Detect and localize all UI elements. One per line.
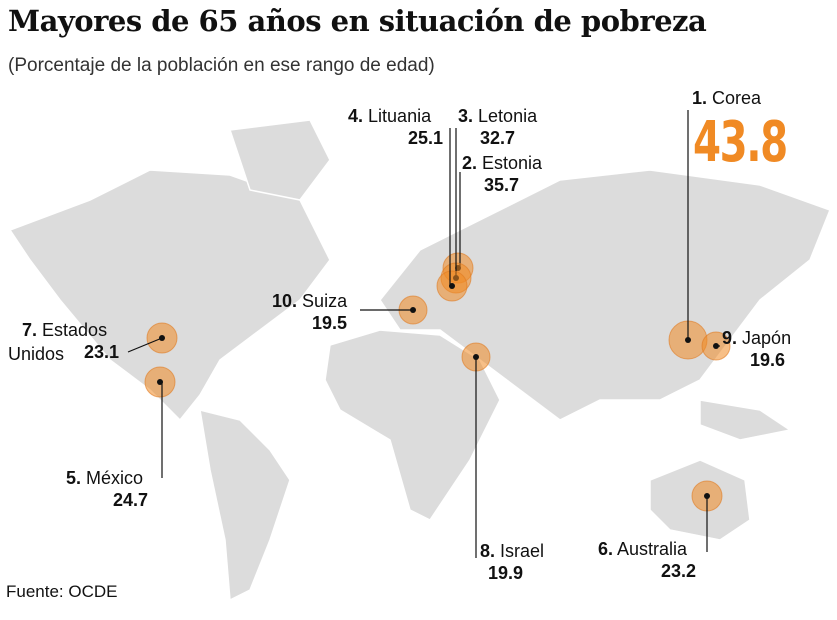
country: Lituania: [368, 106, 432, 126]
point-dot: [704, 493, 710, 499]
rank: 9.: [722, 328, 738, 348]
country: Israel: [500, 541, 545, 561]
value: 32.7: [480, 128, 516, 148]
rank: 2.: [462, 153, 478, 173]
value: 43.8: [693, 110, 788, 175]
source: Fuente: OCDE: [6, 582, 118, 601]
rank: 3.: [458, 106, 474, 126]
point-label: 6. Australia: [598, 537, 687, 561]
country: México: [86, 468, 144, 488]
country: Estados Unidos: [8, 320, 108, 364]
country: Australia: [617, 539, 688, 559]
rank: 10.: [272, 291, 298, 311]
point-label: 5. México: [66, 466, 143, 490]
point-label: 4. Lituania: [348, 104, 431, 128]
rank: 4.: [348, 106, 364, 126]
rank: 7.: [22, 320, 38, 340]
rank: 6.: [598, 539, 614, 559]
subtitle: (Porcentaje de la población en ese rango…: [8, 55, 435, 76]
point-label: 2. Estonia: [462, 151, 542, 175]
value: 19.9: [488, 563, 524, 583]
point-dot: [713, 343, 719, 349]
point-label: 8. Israel: [480, 539, 544, 563]
point-label: 1. Corea: [692, 86, 761, 110]
value: 24.7: [113, 490, 149, 510]
country: Corea: [712, 88, 762, 108]
point-label: 9. Japón: [722, 326, 791, 350]
title: Mayores de 65 años en situación de pobre…: [8, 4, 707, 38]
country: Japón: [742, 328, 792, 348]
point-dot: [410, 307, 416, 313]
value: 25.1: [408, 128, 444, 148]
country: Letonia: [478, 106, 538, 126]
value: 23.1: [84, 342, 120, 362]
value: 23.2: [661, 561, 697, 581]
value: 19.6: [750, 350, 786, 370]
country: Suiza: [302, 291, 348, 311]
rank: 8.: [480, 541, 496, 561]
point-dot: [685, 337, 691, 343]
country: Estonia: [482, 153, 543, 173]
leader-line: [127, 337, 163, 353]
point-dot: [449, 283, 455, 289]
value: 19.5: [312, 313, 348, 333]
point-dot: [157, 379, 163, 385]
rank: 1.: [692, 88, 708, 108]
value: 35.7: [484, 175, 520, 195]
point-dot: [473, 354, 479, 360]
point-label: 3. Letonia: [458, 104, 537, 128]
point-label: 10. Suiza: [272, 289, 347, 313]
point-label: 7. Estados Unidos: [8, 318, 118, 366]
rank: 5.: [66, 468, 82, 488]
point-dot: [159, 335, 165, 341]
